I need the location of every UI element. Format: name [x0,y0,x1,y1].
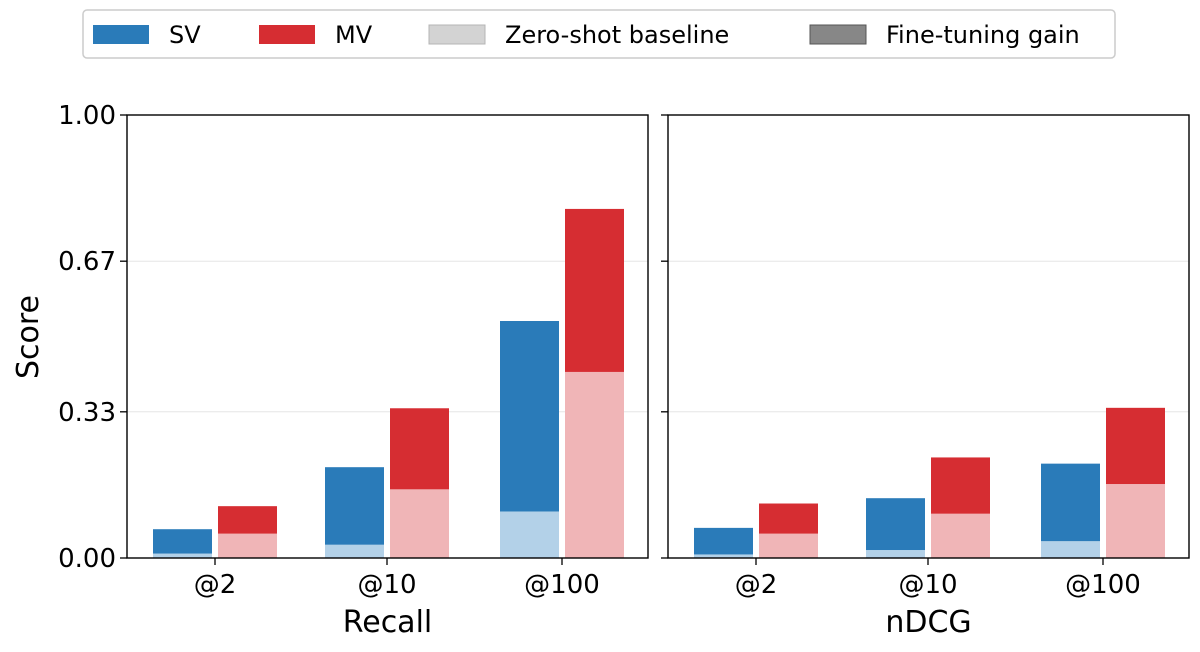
ndcg-panel: @2 @10 @100 nDCG [661,114,1190,640]
mv-zero-shot-bar-ndcg-0 [759,533,818,558]
legend-label-sv: SV [169,21,201,49]
legend-swatch-sv [93,25,149,44]
mv-zero-shot-bar-ndcg-1 [931,513,990,558]
y-tick-label: 0.00 [58,544,116,574]
recall-panel: 0.00 0.33 0.67 1.00 @2 @10 @100 Recall [58,101,649,640]
plot-frame [126,114,649,559]
legend-swatch-fine-tuning [809,24,867,45]
legend-swatch-zero-shot [428,24,486,45]
mv-fine-tuning-gain-bar-recall-2 [565,208,624,372]
mv-zero-shot-bar-ndcg-2 [1106,484,1165,558]
legend: SV MV Zero-shot baseline Fine-tuning gai… [82,9,1116,59]
x-axis-title: Recall [343,605,433,640]
x-tick-label: @100 [524,570,600,600]
sv-zero-shot-bar-ndcg-0 [694,554,753,558]
y-tick-label: 1.00 [58,101,116,131]
x-tick-label: @2 [194,570,237,600]
x-tick-label: @10 [898,570,957,600]
mv-zero-shot-bar-recall-1 [390,489,449,558]
x-tick-label: @100 [1065,570,1141,600]
mv-zero-shot-bar-recall-0 [218,533,277,558]
legend-swatch-mv [259,25,315,44]
legend-label-zero-shot: Zero-shot baseline [505,21,729,49]
sv-zero-shot-bar-ndcg-1 [866,550,925,558]
sv-zero-shot-bar-recall-0 [153,553,212,558]
legend-label-fine-tuning: Fine-tuning gain [886,21,1080,49]
sv-zero-shot-bar-recall-1 [325,544,384,558]
y-tick-label: 0.33 [58,398,116,428]
sv-zero-shot-bar-ndcg-2 [1041,541,1100,558]
legend-frame [82,9,1116,59]
plot-frame [667,114,1190,559]
mv-fine-tuning-gain-bar-ndcg-0 [759,503,818,534]
sv-fine-tuning-gain-bar-ndcg-0 [694,527,753,555]
legend-label-mv: MV [335,21,373,49]
sv-fine-tuning-gain-bar-ndcg-1 [866,498,925,551]
sv-fine-tuning-gain-bar-ndcg-2 [1041,463,1100,542]
x-axis-title: nDCG [885,605,971,640]
mv-fine-tuning-gain-bar-ndcg-2 [1106,407,1165,485]
x-tick-label: @2 [735,570,778,600]
x-tick-label: @10 [357,570,416,600]
mv-zero-shot-bar-recall-2 [565,371,624,558]
sv-fine-tuning-gain-bar-recall-2 [500,320,559,512]
mv-fine-tuning-gain-bar-ndcg-1 [931,457,990,514]
mv-fine-tuning-gain-bar-recall-0 [218,506,277,534]
mv-fine-tuning-gain-bar-recall-1 [390,408,449,490]
y-tick-label: 0.67 [58,247,116,277]
sv-fine-tuning-gain-bar-recall-0 [153,529,212,554]
sv-zero-shot-bar-recall-2 [500,511,559,558]
y-axis-title: Score [11,295,46,379]
sv-fine-tuning-gain-bar-recall-1 [325,467,384,545]
